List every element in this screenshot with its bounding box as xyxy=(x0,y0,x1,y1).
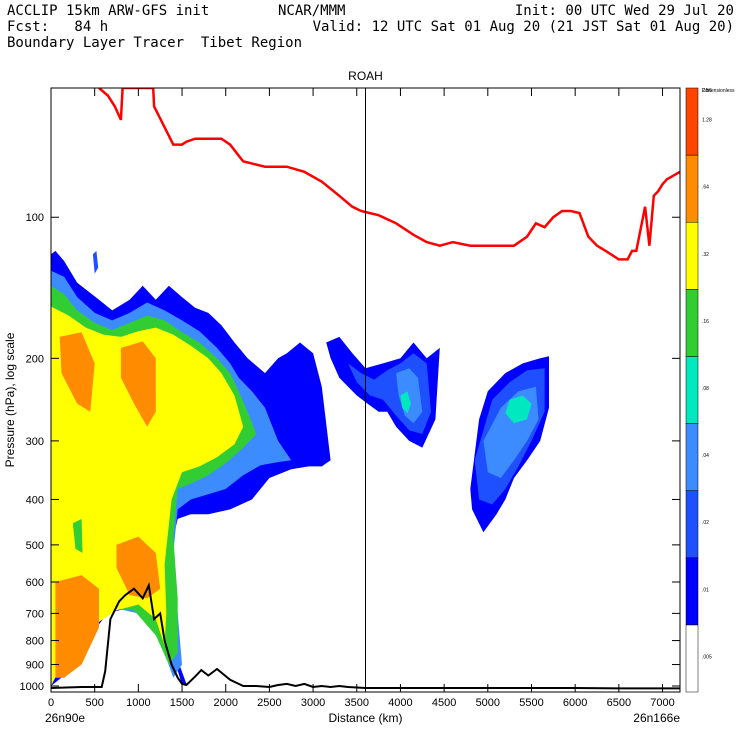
tracer-contour-3 xyxy=(51,306,244,686)
y-tick-label: 700 xyxy=(26,608,44,620)
colorbar-label: .04 xyxy=(702,453,709,459)
x-tick-label: 3500 xyxy=(345,697,369,709)
header-line2-right: Valid: 12 UTC Sat 01 Aug 20 (21 JST Sat … xyxy=(312,19,734,35)
x-tick-label: 3000 xyxy=(301,697,325,709)
tracer-contour-16 xyxy=(505,395,532,424)
x-tick-label: 4000 xyxy=(388,697,412,709)
x-tick-label: 0 xyxy=(48,697,54,709)
y-tick-label: 1000 xyxy=(20,681,44,693)
plot-frame xyxy=(50,87,681,693)
x-tick-label: 5500 xyxy=(519,697,543,709)
y-tick-label: 200 xyxy=(26,353,44,365)
colorbar-swatch xyxy=(685,557,699,626)
colorbar-swatch xyxy=(685,221,699,290)
tracer-contour-6 xyxy=(55,575,99,678)
colorbar-label: .64 xyxy=(702,185,709,191)
y-tick-label: 300 xyxy=(26,436,44,448)
colorbar-label: 1.28 xyxy=(702,118,712,124)
chart-title: ROAH xyxy=(348,69,383,83)
colorbar-label: Dimensionless xyxy=(702,88,735,94)
axes: 0 500 1000 1500 2000 2500 3000 3500 4000 4500 5000… xyxy=(20,87,681,709)
colorbar-label: .01 xyxy=(702,587,709,593)
colorbar-swatch xyxy=(685,423,699,491)
plot-area xyxy=(51,88,680,692)
y-tick-label: 900 xyxy=(26,660,44,672)
x-tick-label: 1000 xyxy=(126,697,150,709)
x-tick-label: 6000 xyxy=(563,697,587,709)
tracer-contour-12 xyxy=(400,391,411,414)
x-tick-label: 4500 xyxy=(432,697,456,709)
y-tick-label: 100 xyxy=(26,212,44,224)
y-tick-label: 800 xyxy=(26,636,44,648)
x-tick-label: 500 xyxy=(86,697,104,709)
header-line1-right: Init: 00 UTC Wed 29 Jul 20 xyxy=(514,3,734,19)
colorbar-label: .005 xyxy=(702,654,712,660)
y-tick-label: 600 xyxy=(26,577,44,589)
x-tick-label: 7000 xyxy=(650,697,674,709)
tracer-contour-17 xyxy=(92,250,99,274)
colorbar-label: .08 xyxy=(702,386,709,392)
header-line1-center: NCAR/MMM xyxy=(278,3,346,19)
plot-content xyxy=(51,88,680,692)
y-axis-label: Pressure (hPa), log scale xyxy=(3,332,17,467)
tracer-contour-8 xyxy=(72,518,83,553)
colorbar-label: .16 xyxy=(702,319,709,325)
x-tick-label: 5000 xyxy=(476,697,500,709)
tracer-contour-4 xyxy=(59,332,95,412)
colorbar: .005 .01 .02 .04 .08 .16 .32 .64 1.28 2.56Dimensi… xyxy=(685,87,735,693)
x-axis-label: Distance (km) xyxy=(328,711,402,725)
x-tick-label: 2000 xyxy=(213,697,237,709)
x-tick-label: 2500 xyxy=(257,697,281,709)
colorbar-label: .02 xyxy=(702,520,709,526)
header-line1-left: ACCLIP 15km ARW-GFS init xyxy=(7,3,210,19)
header-line3-left: Boundary Layer Tracer Tibet Region xyxy=(7,35,303,51)
header-line2-left: Fcst: 84 h xyxy=(7,19,109,35)
colorbar-label: .32 xyxy=(702,252,709,258)
colorbar-swatch xyxy=(685,87,699,156)
y-tick-label: 500 xyxy=(26,540,44,552)
colorbar-label: 2.56 xyxy=(702,88,712,94)
y-tick-label: 400 xyxy=(26,494,44,506)
x-start-location: 26n90e xyxy=(45,711,85,725)
colorbar-swatch xyxy=(685,490,699,559)
tropopause-line xyxy=(98,88,680,261)
x-tick-label: 6500 xyxy=(607,697,631,709)
tracer-contour-11 xyxy=(396,368,423,424)
colorbar-swatch xyxy=(685,624,699,693)
tracer-contour-5 xyxy=(120,341,156,427)
colorbar-swatch xyxy=(685,289,699,357)
x-tick-label: 1500 xyxy=(170,697,194,709)
colorbar-swatch xyxy=(685,356,699,424)
colorbar-swatch xyxy=(685,154,699,223)
x-end-location: 26n166e xyxy=(633,711,680,725)
